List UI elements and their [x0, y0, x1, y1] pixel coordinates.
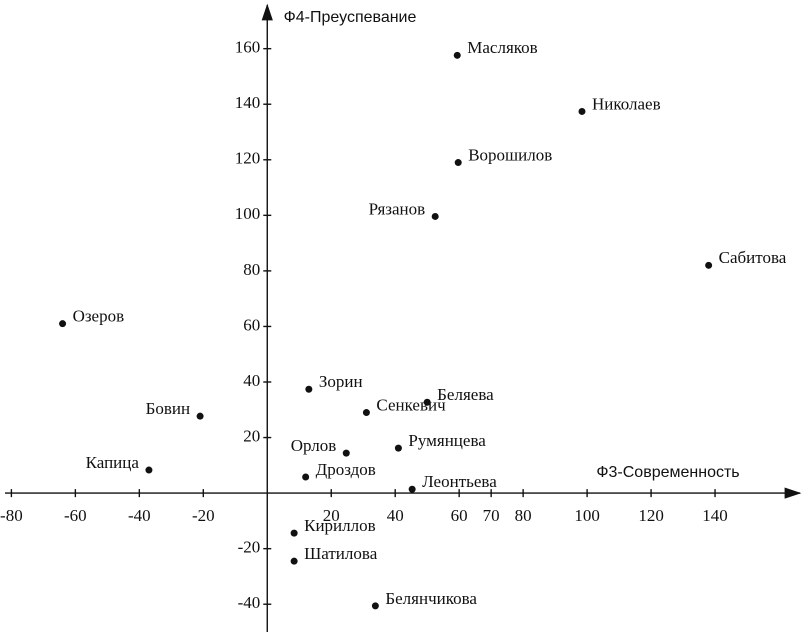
y-tick-label: -20 — [238, 538, 261, 557]
x-tick-label: 120 — [638, 506, 664, 525]
point-label: Сенкевич — [376, 395, 446, 414]
point — [408, 485, 416, 493]
point-label: Масляков — [467, 38, 537, 57]
point-label: Ворошилов — [468, 145, 552, 164]
point — [362, 409, 370, 417]
x-tick-label: 140 — [702, 506, 728, 525]
point — [453, 51, 461, 59]
x-axis-title: Ф3-Современность — [596, 464, 739, 481]
point — [196, 412, 204, 420]
y-tick-label: 40 — [243, 371, 260, 390]
x-tick-label: -20 — [192, 506, 215, 525]
x-tick-label: -80 — [0, 506, 23, 525]
y-tick-label: 80 — [243, 260, 260, 279]
point — [290, 529, 298, 537]
point-label: Дроздов — [316, 460, 376, 479]
point-label: Зорин — [319, 372, 363, 391]
point-label: Бовин — [146, 399, 190, 418]
point — [371, 602, 379, 610]
point-label: Леонтьева — [422, 472, 497, 491]
point-label: Рязанов — [369, 199, 426, 218]
x-tick-label: 100 — [574, 506, 600, 525]
x-tick-label: 40 — [387, 506, 404, 525]
x-tick-label: -60 — [64, 506, 87, 525]
point — [59, 320, 67, 328]
point — [431, 212, 439, 220]
y-tick-label: 140 — [235, 93, 261, 112]
point-label: Румянцева — [408, 431, 486, 450]
point — [454, 159, 462, 167]
point — [290, 557, 298, 565]
y-tick-label: 60 — [243, 315, 260, 334]
point-label: Шатилова — [304, 544, 378, 563]
y-tick-label: 20 — [243, 426, 260, 445]
point — [705, 261, 713, 269]
point — [578, 107, 586, 115]
point-label: Николаев — [592, 94, 661, 113]
y-axis-title: Ф4-Преуспевание — [284, 9, 417, 26]
y-tick-label: 160 — [235, 38, 261, 57]
point — [145, 466, 153, 474]
point-label: Белянчикова — [385, 589, 477, 608]
y-tick-label: 100 — [235, 204, 261, 223]
x-tick-label: 70 — [483, 506, 500, 525]
point-label: Орлов — [291, 436, 337, 455]
x-tick-label: 20 — [323, 506, 340, 525]
x-tick-label: 80 — [515, 506, 532, 525]
point-label: Капица — [86, 453, 140, 472]
point-label: Беляева — [437, 385, 494, 404]
point — [302, 473, 310, 481]
point-label: Кириллов — [304, 516, 376, 535]
point — [342, 449, 350, 457]
point — [394, 444, 402, 452]
y-tick-label: -40 — [238, 593, 261, 612]
x-tick-label: -40 — [128, 506, 151, 525]
x-tick-label: 60 — [451, 506, 468, 525]
point-label: Озеров — [73, 307, 125, 326]
y-tick-label: 120 — [235, 149, 261, 168]
point — [423, 398, 431, 406]
point-label: Сабитова — [719, 248, 787, 267]
point — [305, 385, 313, 393]
